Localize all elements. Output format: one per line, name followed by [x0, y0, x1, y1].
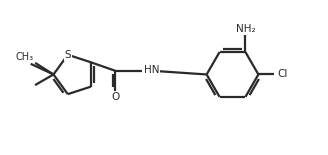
Text: S: S	[65, 50, 71, 60]
Text: NH₂: NH₂	[236, 24, 255, 34]
Text: HN: HN	[144, 65, 159, 75]
Text: O: O	[111, 92, 119, 102]
Text: Cl: Cl	[277, 69, 288, 80]
Text: CH₃: CH₃	[15, 52, 33, 62]
